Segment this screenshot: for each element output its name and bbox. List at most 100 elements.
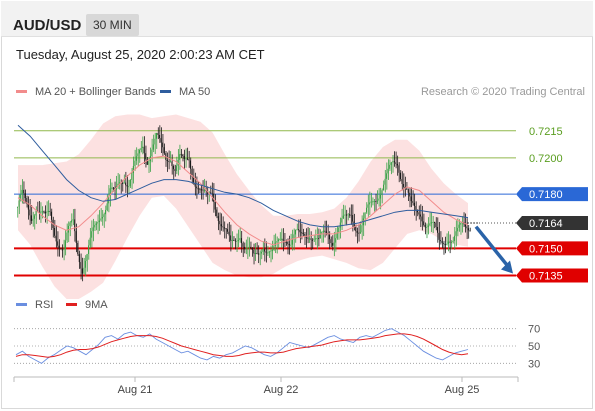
candle-body <box>339 222 341 228</box>
candle-body <box>138 150 140 154</box>
candle-body <box>27 203 29 210</box>
candle-body <box>148 161 150 165</box>
candle-body <box>137 153 139 157</box>
candle-body <box>47 210 49 212</box>
candle-body <box>199 188 201 190</box>
ma20-label: MA 20 + Bollinger Bands <box>35 86 156 98</box>
candle-body <box>355 227 357 232</box>
candle-body <box>111 187 113 189</box>
candle-body <box>78 254 80 263</box>
candle-body <box>254 252 256 254</box>
rsi-tick-70: 70 <box>528 324 540 336</box>
candle-body <box>273 245 275 251</box>
candle-body <box>464 224 466 227</box>
candle-body <box>264 249 266 252</box>
candle-body <box>225 228 227 230</box>
candle-body <box>253 249 255 254</box>
candle-body <box>330 239 332 244</box>
legend-ma20: MA 20 + Bollinger Bands <box>16 86 156 98</box>
candle-body <box>322 230 324 232</box>
candle-body <box>282 238 284 241</box>
candle-body <box>373 201 375 203</box>
candle-body <box>248 246 250 248</box>
candle-body <box>213 193 215 202</box>
candle-body <box>267 252 269 254</box>
candle-body <box>95 223 97 225</box>
candle-body <box>231 239 233 241</box>
candle-body <box>440 239 442 242</box>
candle-body <box>415 206 417 211</box>
candle-body <box>160 138 162 143</box>
candle-body <box>353 221 355 228</box>
candle-body <box>467 228 469 231</box>
candle-body <box>250 246 252 248</box>
candle-body <box>122 182 124 184</box>
candle-body <box>57 241 59 246</box>
candle-body <box>55 235 57 242</box>
candle-body <box>395 162 397 164</box>
candle-body <box>372 201 374 203</box>
candle-body <box>200 189 202 191</box>
candle-body <box>256 252 258 254</box>
candle-body <box>194 183 196 187</box>
candle-body <box>424 225 426 228</box>
candle-body <box>182 154 184 157</box>
candle-body <box>375 201 377 203</box>
candle-body <box>401 179 403 184</box>
level-label-0.7200: 0.7200 <box>529 153 563 165</box>
candle-body <box>29 209 31 216</box>
candle-body <box>202 189 204 191</box>
candle-body <box>77 242 79 255</box>
candle-body <box>217 216 219 221</box>
candle-body <box>444 244 446 246</box>
candle-body <box>219 220 221 225</box>
candle-body <box>409 192 411 197</box>
candle-body <box>338 227 340 233</box>
candle-body <box>220 224 222 227</box>
candle-body <box>441 241 443 243</box>
candle-body <box>399 172 401 180</box>
candle-body <box>101 217 103 219</box>
candle-body <box>315 238 317 240</box>
candle-body <box>21 189 23 195</box>
candle-body <box>66 232 68 241</box>
candle-body <box>392 161 394 163</box>
candle-body <box>390 162 392 165</box>
candle-body <box>80 262 82 269</box>
level-label-0.7135: 0.7135 <box>529 271 563 283</box>
candle-body <box>240 238 242 244</box>
candle-body <box>142 146 144 148</box>
candle-body <box>106 203 108 210</box>
candle-body <box>393 161 395 163</box>
ma20-line <box>17 155 469 246</box>
candle-body <box>166 159 168 161</box>
candle-body <box>227 229 229 232</box>
candle-body <box>50 211 52 220</box>
candle-body <box>285 241 287 243</box>
candle-body <box>301 232 303 234</box>
candle-body <box>429 223 431 226</box>
candle-body <box>452 240 454 242</box>
candle-body <box>20 194 22 201</box>
level-tag-0.7150 <box>516 241 588 256</box>
candle-body <box>296 229 298 231</box>
candle-body <box>455 231 457 236</box>
candle-body <box>438 232 440 240</box>
candle-body <box>384 178 386 185</box>
candle-body <box>186 158 188 160</box>
candle-body <box>210 192 212 194</box>
candle-body <box>179 154 181 160</box>
candle-body <box>203 189 205 191</box>
candle-body <box>228 231 230 236</box>
candle-body <box>176 165 178 171</box>
candle-body <box>398 165 400 173</box>
candle-body <box>396 163 398 166</box>
candle-body <box>146 159 148 165</box>
candle-body <box>406 188 408 190</box>
candle-body <box>328 234 330 240</box>
candle-body <box>271 250 273 252</box>
timeframe-button[interactable]: 30 MIN <box>86 14 139 36</box>
candle-body <box>197 188 199 190</box>
candle-body <box>172 166 174 170</box>
